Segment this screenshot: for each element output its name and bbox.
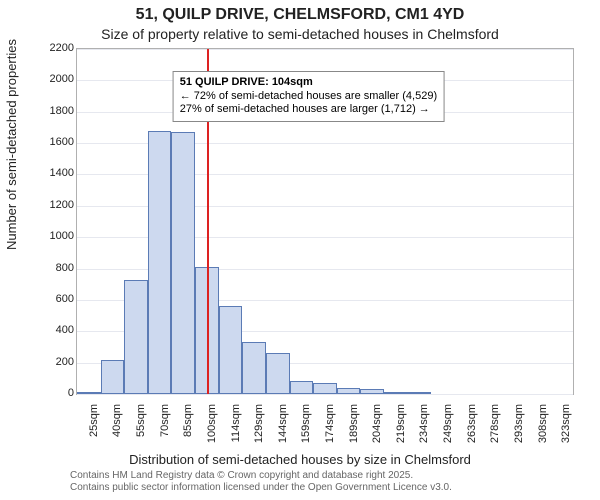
credits-line2: Contains public sector information licen… (70, 482, 452, 494)
histogram-bar (171, 132, 195, 394)
y-axis-label: Number of semi-detached properties (4, 39, 19, 250)
histogram-bar (337, 388, 361, 394)
histogram-bar (148, 131, 172, 394)
chart-subtitle: Size of property relative to semi-detach… (0, 26, 600, 42)
y-tick: 1400 (34, 167, 74, 179)
histogram-bar (408, 392, 432, 394)
histogram-bar (290, 381, 314, 394)
histogram-bar (384, 392, 408, 394)
y-tick: 0 (34, 387, 74, 399)
y-tick: 1000 (34, 230, 74, 242)
plot-area: 51 QUILP DRIVE: 104sqm← 72% of semi-deta… (76, 48, 574, 395)
y-tick: 1200 (34, 199, 74, 211)
y-tick: 1600 (34, 136, 74, 148)
histogram-bar (101, 360, 125, 395)
histogram-bar (242, 342, 266, 394)
x-tick-container: 25sqm40sqm55sqm70sqm85sqm100sqm114sqm129… (76, 400, 574, 450)
histogram-bar (266, 353, 290, 394)
chart-title: 51, QUILP DRIVE, CHELMSFORD, CM1 4YD (0, 6, 600, 24)
credits-line1: Contains HM Land Registry data © Crown c… (70, 470, 452, 482)
annotation-box: 51 QUILP DRIVE: 104sqm← 72% of semi-deta… (173, 71, 444, 122)
y-tick: 600 (34, 293, 74, 305)
gridline (77, 49, 573, 50)
annotation-line3: 27% of semi-detached houses are larger (… (180, 103, 437, 117)
y-tick: 1800 (34, 105, 74, 117)
y-tick: 200 (34, 356, 74, 368)
histogram-bar (360, 389, 384, 394)
gridline (77, 394, 573, 395)
y-tick: 2200 (34, 42, 74, 54)
y-tick: 800 (34, 262, 74, 274)
credits: Contains HM Land Registry data © Crown c… (70, 470, 452, 494)
histogram-bar (77, 392, 101, 394)
annotation-line1: 51 QUILP DRIVE: 104sqm (180, 76, 437, 90)
y-tick: 2000 (34, 73, 74, 85)
x-axis-label: Distribution of semi-detached houses by … (0, 452, 600, 467)
histogram-bar (219, 306, 243, 394)
y-tick: 400 (34, 324, 74, 336)
histogram-bar (313, 383, 337, 394)
y-tick-container: 0200400600800100012001400160018002000220… (30, 48, 76, 395)
histogram-bar (124, 280, 148, 394)
annotation-line2: ← 72% of semi-detached houses are smalle… (180, 90, 437, 104)
